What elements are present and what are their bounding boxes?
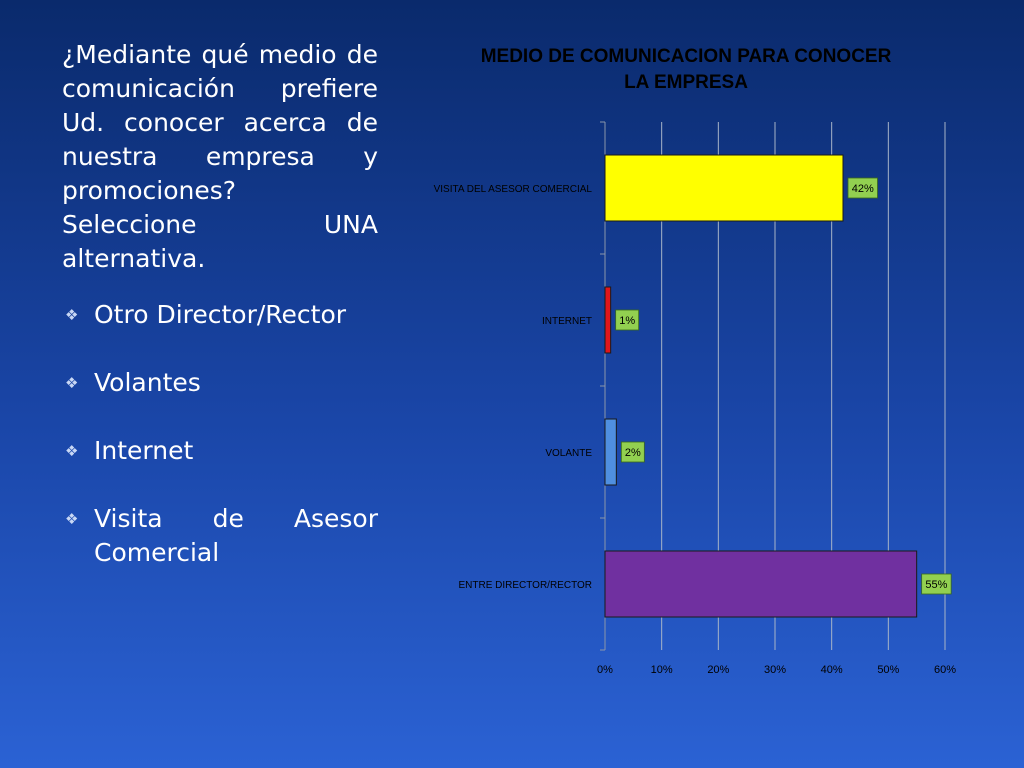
category-label: VISITA DEL ASESOR COMERCIAL (434, 184, 593, 195)
data-label-box (921, 573, 952, 595)
data-label: 2% (625, 447, 641, 459)
diamond-bullet-icon: ❖ (65, 510, 79, 528)
bar (604, 418, 617, 486)
question-text: ¿Mediante qué medio de comunicación pref… (62, 40, 378, 273)
data-label-box (620, 441, 645, 463)
diamond-bullet-icon: ❖ (65, 442, 79, 460)
x-tick-label: 20% (707, 664, 729, 676)
x-tick-label: 50% (877, 664, 899, 676)
option-label: Internet (94, 436, 194, 465)
x-tick-label: 60% (934, 664, 956, 676)
option-item: ❖ Visita de Asesor Comercial (62, 502, 378, 570)
option-label: Visita de Asesor Comercial (94, 504, 378, 567)
chart-title: MEDIO DE COMUNICACION PARA CONOCER LA EM… (480, 46, 892, 93)
category-label: VOLANTE (545, 448, 592, 459)
data-label-box (615, 309, 640, 331)
option-label: Otro Director/Rector (94, 300, 347, 329)
data-label-box (847, 177, 878, 199)
x-tick-label: 40% (821, 664, 843, 676)
x-tick-label: 0% (597, 664, 613, 676)
options-list: ❖ Otro Director/Rector ❖ Volantes ❖ Inte… (62, 298, 378, 570)
option-item: ❖ Internet (62, 434, 378, 468)
category-label: INTERNET (542, 316, 592, 327)
diamond-bullet-icon: ❖ (65, 306, 79, 324)
x-tick-label: 30% (764, 664, 786, 676)
question-panel: ¿Mediante qué medio de comunicación pref… (62, 38, 378, 604)
bar (604, 550, 918, 618)
option-label: Volantes (94, 368, 201, 397)
category-label: ENTRE DIRECTOR/RECTOR (458, 580, 592, 591)
data-label: 55% (925, 579, 947, 591)
option-item: ❖ Volantes (62, 366, 378, 400)
diamond-bullet-icon: ❖ (65, 374, 79, 392)
data-label: 42% (852, 183, 874, 195)
data-label: 1% (619, 315, 635, 327)
option-item: ❖ Otro Director/Rector (62, 298, 378, 332)
bar (604, 154, 844, 222)
bar (604, 286, 612, 354)
x-tick-label: 10% (651, 664, 673, 676)
